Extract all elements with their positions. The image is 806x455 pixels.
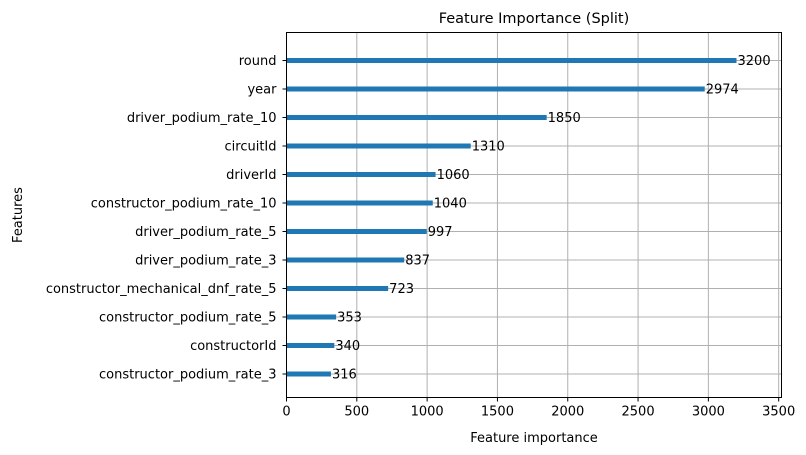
y-tick-label: circuitId — [225, 140, 277, 155]
y-tick-label: driver_podium_rate_3 — [135, 254, 276, 269]
x-tick-label: 0 — [282, 405, 290, 420]
y-tick-label: constructor_mechanical_dnf_rate_5 — [46, 282, 277, 297]
y-tick-label: constructor_podium_rate_3 — [99, 368, 277, 383]
x-axis-label: Feature importance — [470, 431, 598, 446]
y-tick-label: driver_podium_rate_10 — [127, 111, 277, 126]
bar — [286, 115, 547, 120]
bar — [286, 343, 335, 348]
bar-layer — [286, 58, 737, 377]
x-tick-label: 2500 — [622, 405, 655, 420]
bar-value-label: 1060 — [437, 168, 470, 183]
bar-value-label: 1850 — [548, 111, 581, 126]
x-tick-label: 2000 — [551, 405, 584, 420]
bar — [286, 257, 405, 263]
x-tick-label: 500 — [344, 405, 369, 420]
y-tick-label: driverId — [226, 168, 276, 183]
bar — [286, 200, 433, 206]
bar — [286, 58, 737, 63]
y-axis-label: Features — [11, 187, 26, 243]
y-tick-label: year — [247, 83, 277, 98]
bar-value-label: 997 — [428, 225, 453, 240]
tick-layer: 0 500 1000 1500 2000 2500 3000 3500 round year dri… — [46, 54, 795, 420]
bar — [286, 172, 436, 177]
x-tick-label: 3000 — [692, 405, 725, 420]
plot-frame — [286, 32, 782, 398]
x-tick-label: 3500 — [762, 405, 795, 420]
bar-value-label: 1040 — [434, 197, 467, 212]
bar-value-label: 3200 — [738, 54, 771, 69]
bar — [286, 314, 337, 320]
bar-value-label: 2974 — [706, 83, 739, 98]
bar-value-label: 1310 — [472, 140, 505, 155]
y-tick-label: round — [239, 54, 277, 69]
bar-value-label: 340 — [335, 339, 360, 354]
x-tick-label: 1000 — [411, 405, 444, 420]
y-tick-label: constructorId — [190, 339, 276, 354]
bar — [286, 286, 389, 291]
y-tick-label: driver_podium_rate_5 — [135, 225, 276, 240]
x-tick-label: 1500 — [481, 405, 514, 420]
bar — [286, 371, 331, 377]
bar-value-label: 723 — [389, 282, 414, 297]
y-tick-label: constructor_podium_rate_10 — [91, 197, 277, 212]
chart-title: Feature Importance (Split) — [439, 11, 630, 27]
bar-value-label: 316 — [332, 368, 357, 383]
bar-value-label: 837 — [405, 254, 430, 269]
bar-value-label: 353 — [337, 311, 362, 326]
y-tick-label: constructor_podium_rate_5 — [99, 311, 277, 326]
bar — [286, 229, 427, 234]
bar — [286, 86, 705, 92]
bar — [286, 143, 471, 149]
